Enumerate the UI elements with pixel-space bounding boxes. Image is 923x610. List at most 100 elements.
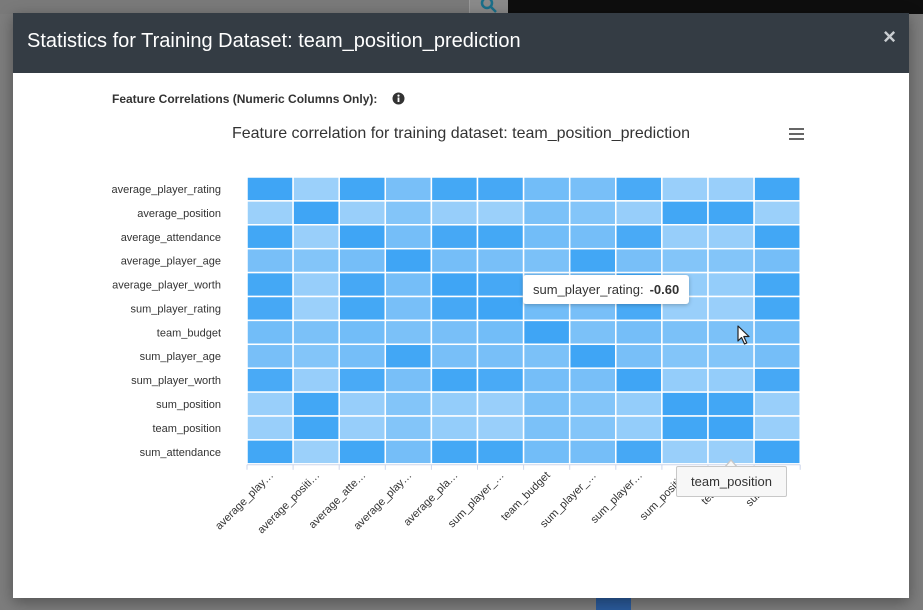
heatmap-cell[interactable] (753, 247, 801, 274)
heatmap-cell[interactable] (292, 200, 340, 226)
heatmap-cell[interactable] (476, 415, 525, 441)
heatmap-cell[interactable] (338, 415, 387, 441)
heatmap-cell[interactable] (338, 343, 387, 369)
heatmap-cell[interactable] (707, 367, 755, 393)
heatmap-cell[interactable] (707, 295, 755, 322)
heatmap-cell[interactable] (292, 415, 340, 441)
heatmap-cell[interactable] (661, 391, 709, 417)
close-icon[interactable]: × (883, 24, 896, 49)
heatmap-cell[interactable] (338, 367, 387, 393)
heatmap-cell[interactable] (522, 367, 571, 393)
heatmap-cell[interactable] (384, 391, 433, 417)
heatmap-cell[interactable] (292, 224, 340, 250)
heatmap-cell[interactable] (615, 391, 663, 417)
heatmap-cell[interactable] (522, 176, 571, 202)
heatmap-cell[interactable] (661, 415, 709, 441)
heatmap-cell[interactable] (338, 439, 387, 465)
heatmap-cell[interactable] (246, 319, 294, 346)
heatmap-cell[interactable] (384, 319, 433, 346)
heatmap-cell[interactable] (522, 247, 571, 274)
heatmap-cell[interactable] (338, 224, 387, 250)
heatmap-cell[interactable] (615, 247, 663, 274)
heatmap-cell[interactable] (615, 415, 663, 441)
heatmap-cell[interactable] (246, 200, 294, 226)
heatmap-cell[interactable] (292, 295, 340, 322)
heatmap-cell[interactable] (476, 439, 525, 465)
heatmap-cell[interactable] (707, 271, 755, 298)
heatmap-cell[interactable] (568, 415, 617, 441)
chart-menu-icon[interactable] (789, 128, 807, 142)
heatmap-cell[interactable] (476, 224, 525, 250)
heatmap-cell[interactable] (707, 343, 755, 369)
heatmap-cell[interactable] (430, 415, 479, 441)
heatmap-cell[interactable] (568, 224, 617, 250)
heatmap-cell[interactable] (430, 343, 479, 369)
heatmap-cell[interactable] (292, 367, 340, 393)
heatmap-cell[interactable] (430, 295, 479, 322)
heatmap-cell[interactable] (384, 176, 433, 202)
heatmap-cell[interactable] (522, 391, 571, 417)
heatmap-cell[interactable] (246, 176, 294, 202)
heatmap-cell[interactable] (615, 439, 663, 465)
heatmap-cell[interactable] (430, 439, 479, 465)
heatmap-cell[interactable] (384, 439, 433, 465)
heatmap-cell[interactable] (615, 224, 663, 250)
heatmap-cell[interactable] (384, 367, 433, 393)
heatmap-cell[interactable] (568, 200, 617, 226)
heatmap-cell[interactable] (292, 176, 340, 202)
heatmap-cell[interactable] (753, 367, 801, 393)
heatmap-cell[interactable] (246, 367, 294, 393)
heatmap-cell[interactable] (338, 247, 387, 274)
heatmap-cell[interactable] (384, 343, 433, 369)
heatmap-cell[interactable] (338, 200, 387, 226)
heatmap-cell[interactable] (615, 200, 663, 226)
heatmap-cell[interactable] (568, 391, 617, 417)
heatmap-cell[interactable] (568, 343, 617, 369)
heatmap-cell[interactable] (384, 295, 433, 322)
heatmap-cell[interactable] (338, 295, 387, 322)
heatmap-cell[interactable] (707, 391, 755, 417)
heatmap-cell[interactable] (568, 319, 617, 346)
heatmap-cell[interactable] (384, 415, 433, 441)
heatmap-cell[interactable] (568, 247, 617, 274)
heatmap-cell[interactable] (661, 200, 709, 226)
heatmap-cell[interactable] (338, 176, 387, 202)
heatmap-cell[interactable] (753, 176, 801, 202)
heatmap-cell[interactable] (476, 391, 525, 417)
heatmap-cell[interactable] (615, 367, 663, 393)
heatmap-cell[interactable] (246, 391, 294, 417)
heatmap-cell[interactable] (430, 200, 479, 226)
heatmap-cell[interactable] (568, 439, 617, 465)
heatmap-cell[interactable] (292, 343, 340, 369)
heatmap-cell[interactable] (246, 439, 294, 465)
heatmap-cell[interactable] (753, 343, 801, 369)
heatmap-cell[interactable] (707, 415, 755, 441)
heatmap-cell[interactable] (338, 319, 387, 346)
heatmap-cell[interactable] (707, 200, 755, 226)
heatmap-cell[interactable] (292, 439, 340, 465)
heatmap-cell[interactable] (568, 367, 617, 393)
heatmap-cell[interactable] (615, 343, 663, 369)
heatmap-cell[interactable] (753, 200, 801, 226)
heatmap-cell[interactable] (661, 176, 709, 202)
heatmap-cell[interactable] (430, 224, 479, 250)
heatmap-cell[interactable] (246, 224, 294, 250)
heatmap-cell[interactable] (292, 391, 340, 417)
heatmap-cell[interactable] (476, 367, 525, 393)
heatmap-cell[interactable] (384, 224, 433, 250)
heatmap-cell[interactable] (430, 391, 479, 417)
heatmap-cell[interactable] (753, 319, 801, 346)
heatmap-cell[interactable] (661, 247, 709, 274)
heatmap-cell[interactable] (661, 367, 709, 393)
heatmap-cell[interactable] (661, 224, 709, 250)
heatmap-cell[interactable] (661, 319, 709, 346)
heatmap-cell[interactable] (246, 415, 294, 441)
heatmap-cell[interactable] (384, 247, 433, 274)
heatmap-cell[interactable] (246, 271, 294, 298)
heatmap-cell[interactable] (522, 439, 571, 465)
heatmap-cell[interactable] (476, 200, 525, 226)
heatmap-cell[interactable] (246, 295, 294, 322)
heatmap-cell[interactable] (430, 319, 479, 346)
heatmap-cell[interactable] (661, 439, 709, 465)
heatmap-cell[interactable] (615, 319, 663, 346)
